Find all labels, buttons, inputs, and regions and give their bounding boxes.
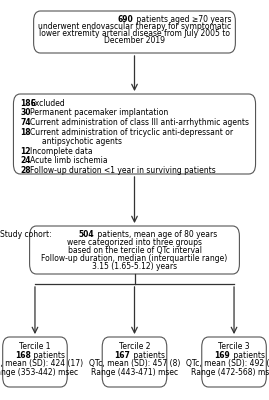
Text: Study cohort:: Study cohort: [0, 230, 54, 239]
Text: 24: 24 [20, 156, 31, 166]
Text: QTc, mean (SD): 424 (17): QTc, mean (SD): 424 (17) [0, 359, 83, 368]
Text: 169: 169 [214, 350, 230, 360]
FancyBboxPatch shape [202, 337, 266, 387]
Text: Tercile 3: Tercile 3 [218, 342, 250, 351]
Text: Current administration of class III anti-arrhythmic agents: Current administration of class III anti… [30, 118, 249, 127]
Text: patients: patients [31, 350, 65, 360]
FancyBboxPatch shape [102, 337, 167, 387]
FancyBboxPatch shape [3, 337, 67, 387]
FancyBboxPatch shape [13, 94, 256, 174]
Text: Acute limb ischemia: Acute limb ischemia [30, 156, 108, 166]
Text: 3.15 (1.65-5.12) years: 3.15 (1.65-5.12) years [92, 262, 177, 271]
Text: 12: 12 [20, 147, 31, 156]
Text: patients, mean age of 80 years: patients, mean age of 80 years [95, 230, 217, 239]
Text: 18: 18 [20, 128, 31, 137]
Text: QTc, mean (SD): 492 (19): QTc, mean (SD): 492 (19) [186, 359, 269, 368]
Text: Tercile 2: Tercile 2 [119, 342, 150, 351]
Text: based on the tercile of QTc interval: based on the tercile of QTc interval [68, 246, 201, 255]
Text: Excluded: Excluded [30, 99, 65, 108]
FancyBboxPatch shape [30, 226, 239, 274]
Text: patients: patients [231, 350, 264, 360]
Text: 30: 30 [20, 108, 31, 118]
Text: Current administration of tricyclic anti-depressant or: Current administration of tricyclic anti… [30, 128, 233, 137]
Text: 690: 690 [117, 15, 133, 24]
Text: Range (472-568) msec: Range (472-568) msec [190, 368, 269, 377]
Text: 186: 186 [20, 99, 36, 108]
Text: patients: patients [131, 350, 165, 360]
Text: Follow-up duration, median (interquartile range): Follow-up duration, median (interquartil… [41, 254, 228, 263]
Text: 504: 504 [78, 230, 94, 239]
Text: patients aged ≥70 years: patients aged ≥70 years [134, 15, 231, 24]
Text: Permanent pacemaker implantation: Permanent pacemaker implantation [30, 108, 169, 118]
Text: Incomplete data: Incomplete data [30, 147, 93, 156]
Text: lower extremity arterial disease from July 2005 to: lower extremity arterial disease from Ju… [39, 29, 230, 38]
Text: were categorized into three groups: were categorized into three groups [67, 238, 202, 247]
Text: underwent endovascular therapy for symptomatic: underwent endovascular therapy for sympt… [38, 22, 231, 31]
Text: 167: 167 [115, 350, 130, 360]
Text: antipsychotic agents: antipsychotic agents [30, 137, 122, 146]
Text: 168: 168 [15, 350, 31, 360]
Text: Range (443-471) msec: Range (443-471) msec [91, 368, 178, 377]
Text: December 2019: December 2019 [104, 36, 165, 45]
Text: 74: 74 [20, 118, 31, 127]
Text: Follow-up duration <1 year in surviving patients: Follow-up duration <1 year in surviving … [30, 166, 216, 175]
Text: QTc, mean (SD): 457 (8): QTc, mean (SD): 457 (8) [89, 359, 180, 368]
Text: Tercile 1: Tercile 1 [19, 342, 51, 351]
Text: Range (353-442) msec: Range (353-442) msec [0, 368, 79, 377]
FancyBboxPatch shape [34, 11, 235, 53]
Text: 28: 28 [20, 166, 31, 175]
